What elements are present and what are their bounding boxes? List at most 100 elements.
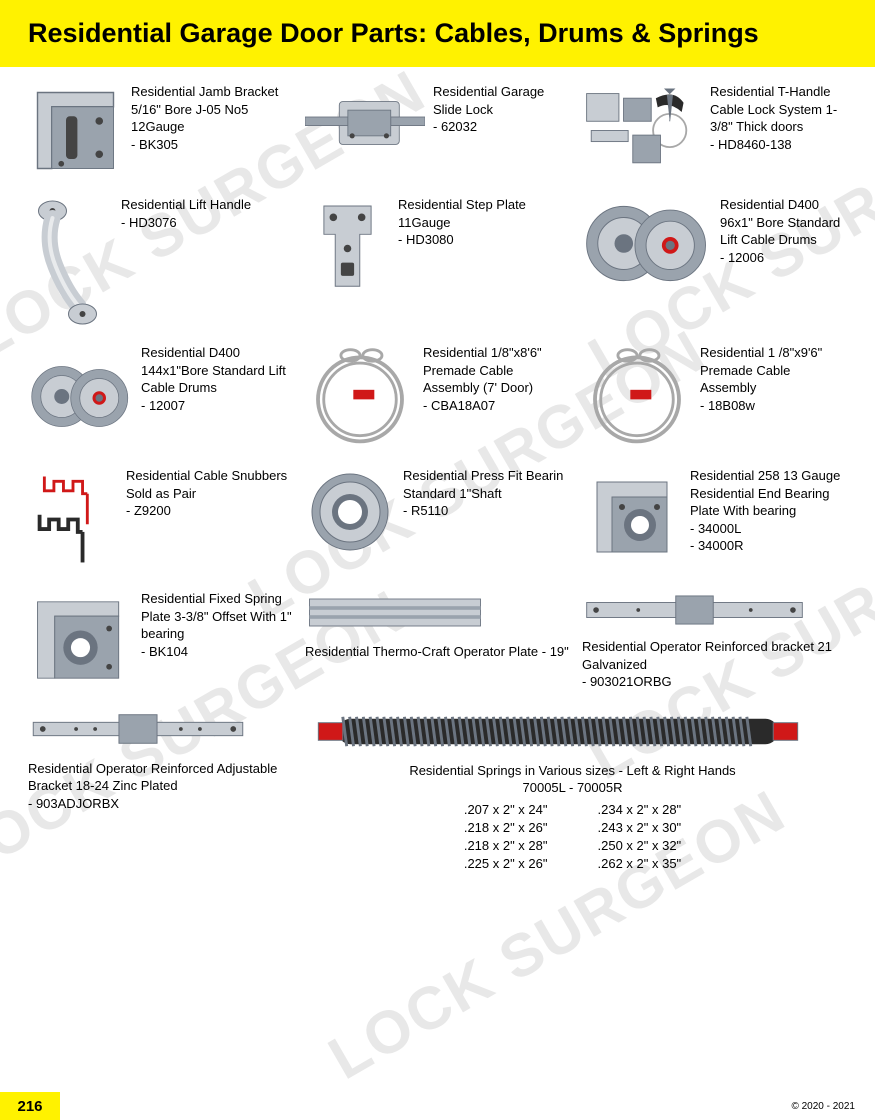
product-image [305,344,415,449]
product-name: Residential D400 144x1"Bore Standard Lif… [141,345,286,395]
product-description: Residential 258 13 Gauge Residential End… [690,467,847,555]
product-part-number: - 12006 [720,249,847,267]
product-description: Residential Operator Reinforced Adjustab… [28,760,278,813]
product-image [582,344,692,449]
product-image [28,467,118,572]
product-name: Residential Press Fit Bearin Standard 1"… [403,468,563,501]
product-description: Residential D400 144x1"Bore Standard Lif… [141,344,293,414]
product-image [305,196,390,301]
spring-size: .250 x 2" x 32" [598,837,682,855]
product-name: Residential 1/8"x8'6" Premade Cable Asse… [423,345,542,395]
springs-sizes-col: .234 x 2" x 28".243 x 2" x 30".250 x 2" … [598,801,682,874]
product-name: Residential D400 96x1" Bore Standard Lif… [720,197,840,247]
product-description: Residential D400 96x1" Bore Standard Lif… [720,196,847,266]
product-image [28,83,123,178]
product-name: Residential Lift Handle [121,197,251,212]
product-description: Residential Thermo-Craft Operator Plate … [305,643,569,661]
product-part-number: - HD8460-138 [710,136,847,154]
catalog-item: Residential D400 144x1"Bore Standard Lif… [28,344,293,449]
product-description: Residential T-Handle Cable Lock System 1… [710,83,847,153]
springs-item: Residential Springs in Various sizes - L… [298,709,847,874]
catalog-item: Residential Garage Slide Lock- 62032 [305,83,570,178]
product-image [28,344,133,449]
product-description: Residential Lift Handle - HD3076 [121,196,251,231]
page-title: Residential Garage Door Parts: Cables, D… [28,18,847,49]
product-part-number: - 62032 [433,118,570,136]
product-part-number: - 34000R [690,537,847,555]
catalog-item: Residential 258 13 Gauge Residential End… [582,467,847,572]
catalog-item: Residential Jamb Bracket 5/16" Bore J-05… [28,83,293,178]
catalog-content: Residential Jamb Bracket 5/16" Bore J-05… [0,67,875,873]
spring-size: .234 x 2" x 28" [598,801,682,819]
product-name: Residential Jamb Bracket 5/16" Bore J-05… [131,84,278,134]
catalog-item: Residential Operator Reinforced bracket … [582,590,847,691]
product-description: Residential 1 /8"x9'6" Premade Cable Ass… [700,344,847,414]
product-part-number: - HD3080 [398,231,570,249]
product-name: Residential Step Plate 11Gauge [398,197,526,230]
catalog-item: Residential Lift Handle - HD3076 [28,196,293,326]
catalog-item: Residential Step Plate 11Gauge- HD3080 [305,196,570,326]
product-description: Residential Fixed Spring Plate 3-3/8" Of… [141,590,293,660]
catalog-item: Residential 1 /8"x9'6" Premade Cable Ass… [582,344,847,449]
catalog-row: Residential Lift Handle - HD3076 Resident… [28,196,847,326]
adjustable-bracket-item: Residential Operator Reinforced Adjustab… [28,709,278,874]
product-part-number: - HD3076 [121,214,251,232]
page-footer: 216 © 2020 - 2021 [0,1092,875,1120]
product-part-number: - BK305 [131,136,293,154]
catalog-item: Residential Press Fit Bearin Standard 1"… [305,467,570,572]
spring-size: .243 x 2" x 30" [598,819,682,837]
product-description: Residential 1/8"x8'6" Premade Cable Asse… [423,344,570,414]
product-description: Residential Press Fit Bearin Standard 1"… [403,467,570,520]
spring-size: .207 x 2" x 24" [464,801,548,819]
product-image [582,83,702,178]
spring-section: Residential Operator Reinforced Adjustab… [28,709,847,874]
catalog-row: Residential Jamb Bracket 5/16" Bore J-05… [28,83,847,178]
product-image [28,709,278,754]
catalog-item: Residential Cable Snubbers Sold as Pair-… [28,467,293,572]
product-description: Residential Operator Reinforced bracket … [582,638,847,691]
spring-size: .225 x 2" x 26" [464,855,548,873]
product-name: Residential Cable Snubbers Sold as Pair [126,468,287,501]
product-part-number: - 903021ORBG [582,673,847,691]
springs-sizes: .207 x 2" x 24".218 x 2" x 26".218 x 2" … [298,801,847,874]
product-part-number: - BK104 [141,643,293,661]
product-image [305,467,395,557]
product-part-number: - Z9200 [126,502,293,520]
product-name: Residential T-Handle Cable Lock System 1… [710,84,837,134]
catalog-row: Residential Cable Snubbers Sold as Pair-… [28,467,847,572]
catalog-row: Residential D400 144x1"Bore Standard Lif… [28,344,847,449]
product-description: Residential Garage Slide Lock- 62032 [433,83,570,136]
catalog-item: Residential Thermo-Craft Operator Plate … [305,590,570,691]
catalog-item: Residential D400 96x1" Bore Standard Lif… [582,196,847,326]
springs-title: Residential Springs in Various sizes - L… [298,763,847,778]
catalog-row: Residential Fixed Spring Plate 3-3/8" Of… [28,590,847,691]
product-image [582,590,807,630]
product-image [305,590,485,635]
product-name: Residential 258 13 Gauge Residential End… [690,468,840,518]
spring-size: .218 x 2" x 28" [464,837,548,855]
product-description: Residential Jamb Bracket 5/16" Bore J-05… [131,83,293,153]
product-description: Residential Cable Snubbers Sold as Pair-… [126,467,293,520]
product-part-number: - 12007 [141,397,293,415]
product-part-number: - CBA18A07 [423,397,570,415]
copyright-text: © 2020 - 2021 [791,1101,855,1112]
product-name: Residential Garage Slide Lock [433,84,544,117]
catalog-item: Residential T-Handle Cable Lock System 1… [582,83,847,178]
product-name: Residential 1 /8"x9'6" Premade Cable Ass… [700,345,822,395]
spring-size: .262 x 2" x 35" [598,855,682,873]
product-image [582,467,682,567]
product-description: Residential Step Plate 11Gauge- HD3080 [398,196,570,249]
product-image [305,83,425,163]
page-header: Residential Garage Door Parts: Cables, D… [0,0,875,67]
catalog-item: Residential Fixed Spring Plate 3-3/8" Of… [28,590,293,691]
springs-part-numbers: 70005L - 70005R [298,780,847,795]
product-image [28,590,133,690]
page-number: 216 [0,1092,60,1120]
product-name: Residential Thermo-Craft Operator Plate … [305,644,569,659]
product-part-number: - 18B08w [700,397,847,415]
product-image [582,196,712,291]
product-name: Residential Operator Reinforced Adjustab… [28,761,277,794]
product-name: Residential Fixed Spring Plate 3-3/8" Of… [141,591,292,641]
springs-sizes-col: .207 x 2" x 24".218 x 2" x 26".218 x 2" … [464,801,548,874]
product-part-number: - 34000L [690,520,847,538]
